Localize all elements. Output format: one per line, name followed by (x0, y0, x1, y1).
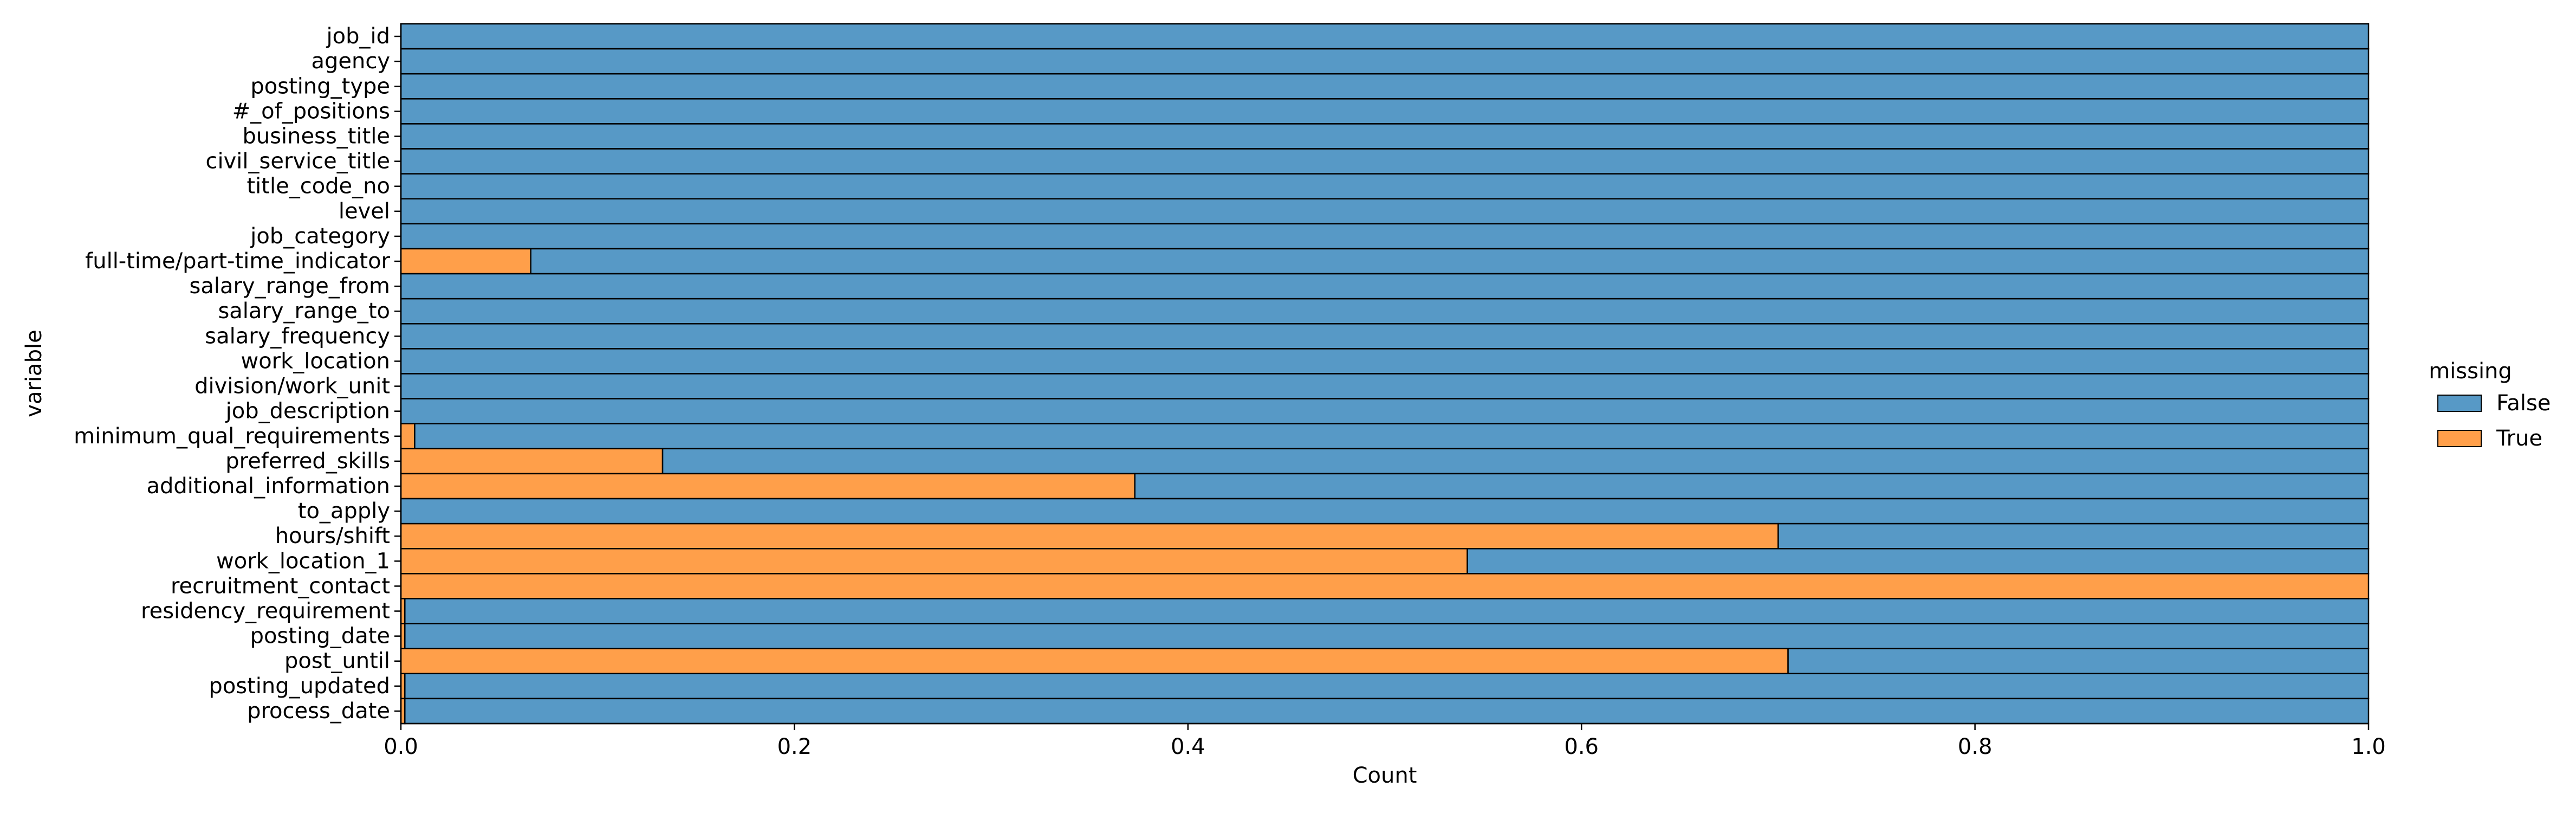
bar-true-16 (400, 423, 416, 450)
bar-false-0 (400, 23, 2370, 50)
bars-layer (400, 23, 2370, 725)
y-tick-label-22: recruitment_contact (171, 573, 390, 598)
bar-false-11 (400, 298, 2370, 325)
x-tick-label-0: 0.0 (384, 734, 418, 759)
bar-false-25 (1787, 648, 2370, 675)
legend-label-true: True (2496, 426, 2542, 451)
bar-false-4 (400, 123, 2370, 150)
y-tick-label-8: job_category (250, 224, 390, 249)
bar-false-19 (400, 498, 2370, 525)
bar-false-15 (400, 398, 2370, 424)
y-tick-label-2: posting_type (250, 74, 390, 99)
y-tick-label-24: posting_date (250, 624, 390, 649)
bar-false-27 (404, 698, 2370, 725)
legend-swatch-true (2437, 430, 2482, 447)
bar-false-18 (1134, 473, 2370, 500)
bar-false-2 (400, 73, 2370, 100)
y-tick-label-13: work_location (241, 349, 390, 373)
y-tick-label-12: salary_frequency (205, 324, 390, 349)
bar-false-20 (1777, 522, 2370, 550)
bar-true-20 (400, 522, 1779, 550)
y-tick-label-21: work_location_1 (216, 549, 390, 573)
y-axis-title: variable (22, 330, 47, 417)
bar-false-26 (404, 673, 2370, 700)
x-tick-label-1: 0.2 (777, 734, 812, 759)
y-tick-label-9: full-time/part-time_indicator (85, 249, 390, 274)
x-axis-title: Count (1353, 763, 1417, 788)
bar-false-5 (400, 148, 2370, 175)
y-axis: job_idagencyposting_type#_of_positionsbu… (74, 24, 401, 724)
x-tick-label-2: 0.4 (1171, 734, 1205, 759)
bar-false-14 (400, 373, 2370, 399)
y-tick-label-14: division/work_unit (194, 374, 390, 399)
y-tick-label-26: posting_updated (209, 674, 390, 699)
bar-false-1 (400, 48, 2370, 75)
bar-false-6 (400, 173, 2370, 199)
y-tick-label-1: agency (311, 49, 390, 74)
y-tick-label-18: additional_information (146, 474, 390, 499)
y-tick-label-25: post_until (284, 649, 390, 674)
bar-false-24 (404, 623, 2370, 649)
bar-true-25 (400, 648, 1789, 675)
y-tick-label-5: civil_service_title (206, 149, 391, 174)
legend-title: missing (2429, 359, 2512, 384)
y-tick-label-6: title_code_no (247, 174, 391, 199)
legend: missing False True (2429, 359, 2551, 451)
y-tick-label-7: level (339, 199, 390, 224)
x-axis: 0.0 0.2 0.4 0.6 0.8 1.0 (384, 724, 2386, 759)
y-tick-label-11: salary_range_to (218, 299, 390, 324)
x-tick-label-4: 0.8 (1958, 734, 1993, 759)
bar-false-12 (400, 323, 2370, 350)
bar-false-16 (414, 423, 2370, 450)
bar-false-21 (1467, 548, 2370, 575)
y-tick-label-19: to_apply (298, 499, 390, 524)
bar-false-17 (661, 448, 2370, 475)
legend-label-false: False (2496, 391, 2551, 416)
y-tick-label-16: minimum_qual_requirements (74, 424, 390, 449)
bar-true-22 (400, 573, 2370, 599)
y-tick-label-3: #_of_positions (232, 99, 390, 124)
y-tick-label-4: business_title (242, 124, 390, 149)
bar-true-9 (400, 248, 531, 275)
bar-false-7 (400, 198, 2370, 225)
x-tick-label-3: 0.6 (1564, 734, 1599, 759)
y-tick-label-23: residency_requirement (141, 599, 390, 624)
bar-false-13 (400, 348, 2370, 375)
legend-swatch-false (2437, 395, 2482, 412)
bar-false-23 (404, 598, 2370, 624)
bar-true-18 (400, 473, 1135, 500)
bar-true-21 (400, 548, 1468, 575)
bar-false-9 (530, 248, 2370, 275)
y-tick-label-10: salary_range_from (190, 274, 391, 299)
y-tick-label-15: job_description (225, 399, 390, 424)
bar-false-8 (400, 223, 2370, 250)
bar-false-3 (400, 98, 2370, 125)
y-tick-label-20: hours/shift (275, 524, 390, 549)
y-tick-label-27: process_date (247, 699, 390, 724)
bar-true-17 (400, 448, 664, 475)
x-tick-label-5: 1.0 (2351, 734, 2386, 759)
bar-false-10 (400, 273, 2370, 300)
y-tick-label-0: job_id (326, 24, 390, 49)
y-tick-label-17: preferred_skills (225, 449, 390, 474)
